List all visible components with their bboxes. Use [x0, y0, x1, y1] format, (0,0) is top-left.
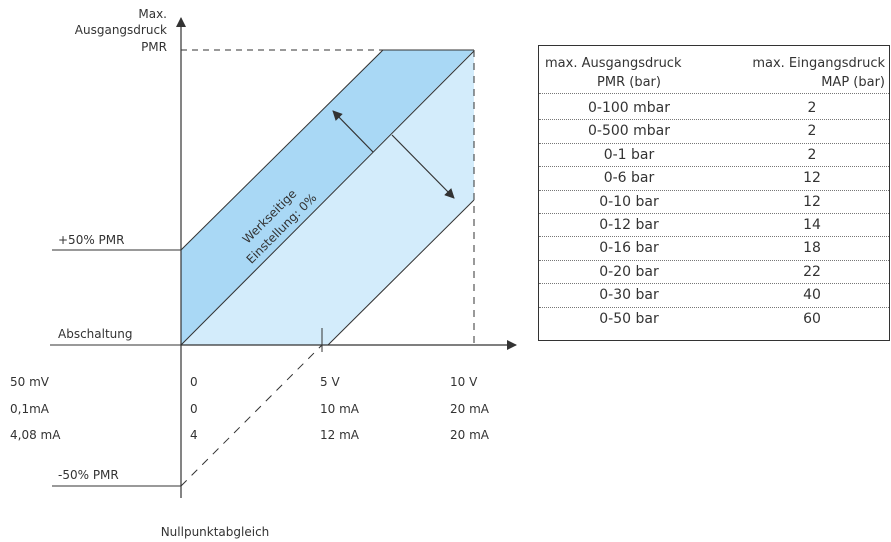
y-axis-label-line1: Max. — [138, 7, 167, 21]
cell-map: 22 — [803, 263, 821, 280]
zero-adjust-dashed-line — [180, 344, 323, 487]
cell-map: 40 — [803, 287, 821, 304]
cell-map: 60 — [803, 310, 821, 327]
signal-r1-c2: 0 — [190, 375, 198, 389]
table-row: 0-500 mbar 2 — [539, 120, 889, 144]
signal-r2-c2: 0 — [190, 402, 198, 416]
cell-pmr: 0-50 bar — [599, 310, 659, 327]
y-axis-label-line3: PMR — [141, 40, 167, 54]
header-col1-line2: PMR (bar) — [597, 75, 661, 90]
cell-pmr: 0-16 bar — [599, 240, 659, 257]
signal-r3-c1: 4,08 mA — [10, 428, 61, 442]
cell-map: 2 — [807, 123, 817, 140]
table-row: 0-30 bar 40 — [539, 284, 889, 308]
table-row: 0-50 bar 60 — [539, 308, 889, 331]
cell-map: 2 — [807, 146, 817, 163]
band-upper-edge — [180, 49, 384, 251]
cell-pmr: 0-30 bar — [599, 287, 659, 304]
table-body: 0-100 mbar 2 0-500 mbar 2 0-1 bar 2 0-6 bar… — [539, 97, 889, 331]
cell-pmr: 0-10 bar — [599, 193, 659, 210]
cell-pmr: 0-1 bar — [603, 146, 655, 163]
header-col2-line1: max. Eingangsdruck — [752, 56, 885, 71]
level-plus-label: +50% PMR — [58, 233, 124, 247]
table-row: 0-6 bar 12 — [539, 167, 889, 191]
cell-pmr: 0-500 mbar — [588, 123, 670, 140]
table-row: 0-10 bar 12 — [539, 191, 889, 214]
cell-pmr: 0-100 mbar — [588, 100, 670, 116]
table-header: max. Ausgangsdruck PMR (bar) max. Eingan… — [539, 54, 889, 94]
cell-map: 2 — [807, 100, 817, 116]
signal-r1-c4: 10 V — [450, 375, 478, 389]
pressure-table: max. Ausgangsdruck PMR (bar) max. Eingan… — [538, 45, 890, 341]
signal-r1-c3: 5 V — [320, 375, 340, 389]
cell-map: 14 — [803, 216, 821, 233]
band-lower-edge — [327, 199, 475, 346]
cell-pmr: 0-20 bar — [599, 263, 659, 280]
table-row: 0-1 bar 2 — [539, 144, 889, 168]
signal-r2-c4: 20 mA — [450, 402, 490, 416]
signal-r3-c4: 20 mA — [450, 428, 490, 442]
pressure-diagram: Max. Ausgangsdruck PMR +50% PMR Abschalt… — [10, 7, 517, 539]
signal-r2-c3: 10 mA — [320, 402, 360, 416]
signal-r3-c2: 4 — [190, 428, 198, 442]
bottom-label: Nullpunktabgleich — [161, 525, 270, 539]
cell-pmr: 0-12 bar — [599, 216, 659, 233]
level-zero-label: Abschaltung — [58, 327, 133, 341]
signal-r1-c1: 50 mV — [10, 375, 50, 389]
band-center-line — [180, 50, 475, 346]
cell-map: 18 — [803, 240, 821, 257]
table-row: 0-12 bar 14 — [539, 214, 889, 238]
arrow-up-left — [332, 110, 374, 153]
cell-pmr: 0-6 bar — [603, 170, 655, 187]
arrow-down-right — [391, 134, 455, 199]
cell-map: 12 — [803, 170, 821, 187]
level-minus-label: -50% PMR — [58, 468, 119, 482]
cell-map: 12 — [803, 193, 821, 210]
table-row: 0-100 mbar 2 — [539, 97, 889, 121]
signal-r2-c1: 0,1mA — [10, 402, 50, 416]
y-axis-label-line2: Ausgangsdruck — [75, 23, 167, 37]
table-row: 0-16 bar 18 — [539, 237, 889, 261]
signal-r3-c3: 12 mA — [320, 428, 360, 442]
header-col1-line1: max. Ausgangsdruck — [545, 56, 682, 71]
table-row: 0-20 bar 22 — [539, 261, 889, 285]
header-col2-line2: MAP (bar) — [821, 75, 885, 90]
